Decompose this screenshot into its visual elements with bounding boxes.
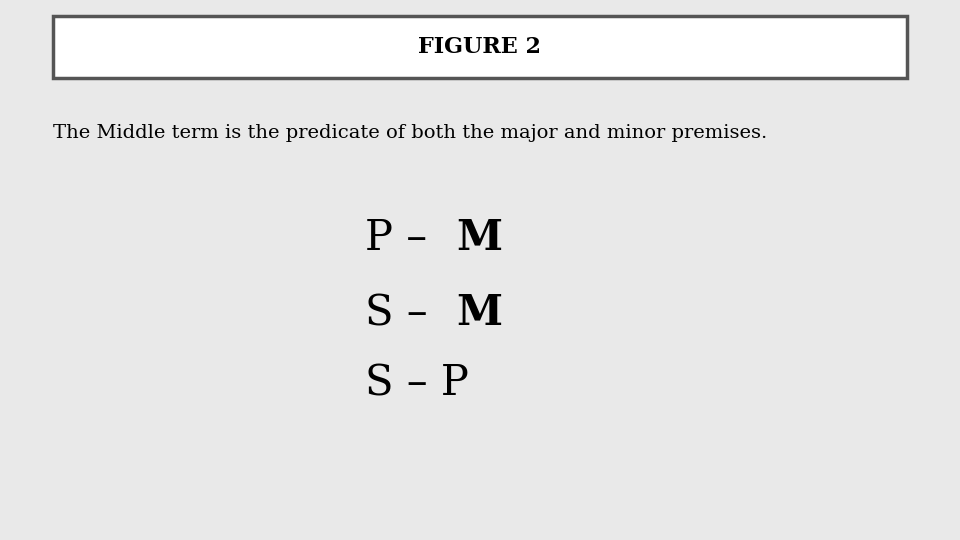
Text: M: M: [456, 292, 502, 334]
Text: FIGURE 2: FIGURE 2: [419, 36, 541, 58]
Text: S – P: S – P: [365, 362, 468, 404]
Text: S –: S –: [365, 292, 441, 334]
Text: P –: P –: [365, 217, 441, 259]
Text: M: M: [456, 217, 502, 259]
Text: The Middle term is the predicate of both the major and minor premises.: The Middle term is the predicate of both…: [53, 124, 767, 142]
FancyBboxPatch shape: [53, 16, 907, 78]
